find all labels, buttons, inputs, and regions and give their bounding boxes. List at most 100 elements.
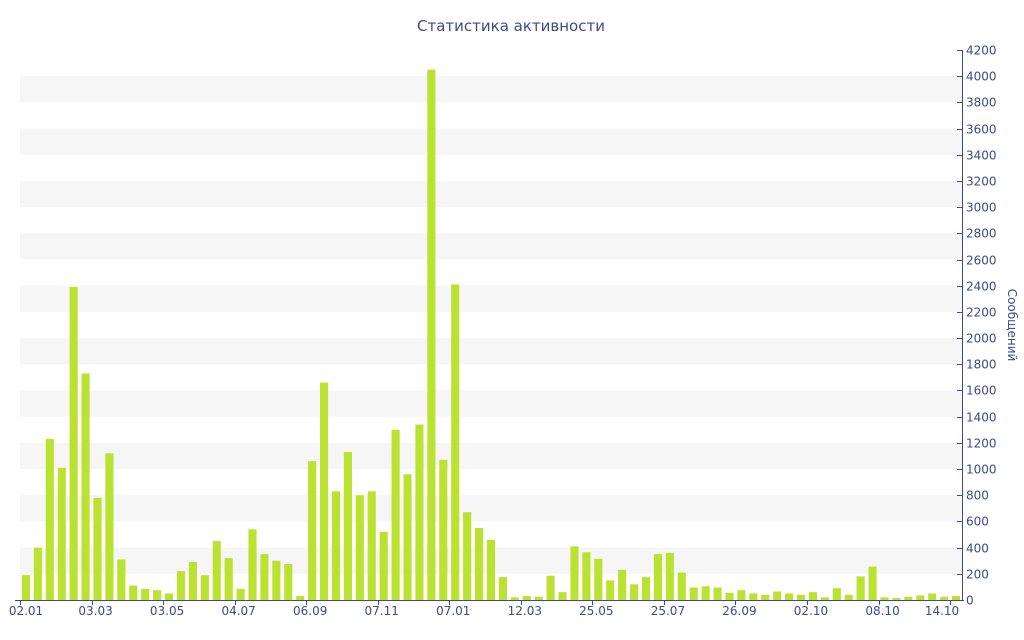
bar	[594, 558, 603, 600]
grid-band	[20, 285, 962, 312]
x-tick-label: 08.10	[865, 604, 899, 618]
bar	[439, 459, 448, 600]
y-tick-label: 3800	[966, 96, 997, 110]
y-tick-label: 0	[966, 594, 974, 608]
bar	[653, 554, 662, 600]
bar	[331, 491, 341, 600]
bar	[785, 593, 794, 600]
bar	[868, 566, 877, 600]
bar	[486, 539, 496, 600]
bar	[570, 546, 579, 600]
bar	[379, 531, 388, 600]
bar	[57, 467, 66, 600]
bar	[546, 575, 555, 600]
bar	[284, 563, 293, 600]
x-tick-label: 02.01	[9, 604, 43, 618]
grid-band	[20, 338, 962, 365]
bar	[343, 452, 352, 600]
bar	[176, 571, 186, 600]
x-tick-label: 07.11	[365, 604, 399, 618]
bar	[296, 596, 305, 600]
bar	[940, 596, 949, 600]
bar	[403, 474, 412, 600]
bar	[272, 560, 281, 600]
bar	[928, 593, 937, 600]
y-tick-label: 3400	[966, 149, 997, 163]
y-tick-label: 600	[966, 515, 989, 529]
bar	[224, 558, 233, 600]
grid-band	[20, 390, 962, 417]
y-tick-label: 3600	[966, 123, 997, 137]
y-tick-label: 2400	[966, 280, 997, 294]
bar	[820, 597, 829, 600]
x-tick-label: 12.03	[508, 604, 542, 618]
bar	[618, 569, 627, 600]
x-tick-label: 04.07	[221, 604, 255, 618]
y-tick-label: 2200	[966, 306, 997, 320]
bar	[916, 595, 925, 600]
bar	[45, 438, 54, 600]
bar	[93, 497, 102, 600]
bar	[391, 429, 400, 600]
bars-group	[21, 69, 961, 600]
y-tick-label: 800	[966, 489, 989, 503]
y-tick-label: 1000	[966, 463, 997, 477]
x-tick-label: 14.10	[925, 604, 959, 618]
bar	[415, 424, 424, 600]
bar	[355, 495, 364, 600]
x-tick-label: 02.10	[794, 604, 828, 618]
x-tick-label: 25.05	[579, 604, 613, 618]
grid-band	[20, 76, 962, 103]
bar	[475, 527, 484, 600]
bar	[463, 512, 472, 600]
x-tick-label: 07.01	[436, 604, 470, 618]
bar	[21, 575, 31, 600]
bar	[33, 547, 42, 600]
bar	[904, 596, 913, 600]
bar	[260, 554, 269, 600]
x-tick-label: 03.05	[150, 604, 184, 618]
bar	[582, 552, 591, 600]
bar	[689, 587, 698, 600]
grid-band	[20, 180, 962, 208]
bar	[188, 562, 197, 600]
x-tick-label: 25.07	[651, 604, 685, 618]
bar	[212, 541, 221, 600]
y-tick-label: 1200	[966, 437, 997, 451]
bar	[534, 596, 543, 600]
grid-band	[20, 128, 962, 155]
y-tick-label: 4000	[966, 70, 997, 84]
bar	[451, 284, 460, 600]
x-tick-label: 26.09	[722, 604, 756, 618]
bar	[606, 580, 615, 600]
bar	[880, 597, 889, 600]
chart-title: Статистика активности	[417, 17, 605, 35]
y-tick-label: 3000	[966, 201, 997, 215]
bar	[141, 588, 150, 600]
bar	[105, 453, 114, 600]
bar	[558, 592, 567, 600]
bar	[796, 594, 806, 600]
y-axis-title: Сообщений	[1005, 289, 1019, 362]
x-tick-label: 03.03	[78, 604, 112, 618]
bar	[498, 577, 507, 600]
grid-band	[20, 442, 962, 470]
bar	[951, 596, 961, 600]
bar	[892, 598, 901, 600]
bar	[308, 461, 317, 600]
bar	[737, 590, 746, 600]
bar	[808, 592, 818, 600]
grid-bands	[20, 76, 962, 574]
bar	[200, 575, 209, 600]
y-tick-label: 1400	[966, 411, 997, 425]
y-tick-label: 400	[966, 542, 989, 556]
bar	[153, 590, 162, 600]
bar	[832, 588, 841, 600]
bar	[725, 592, 734, 600]
bar	[248, 529, 257, 600]
y-tick-label: 2800	[966, 227, 997, 241]
bar	[713, 587, 722, 600]
bar	[522, 596, 531, 600]
bar	[641, 577, 651, 600]
